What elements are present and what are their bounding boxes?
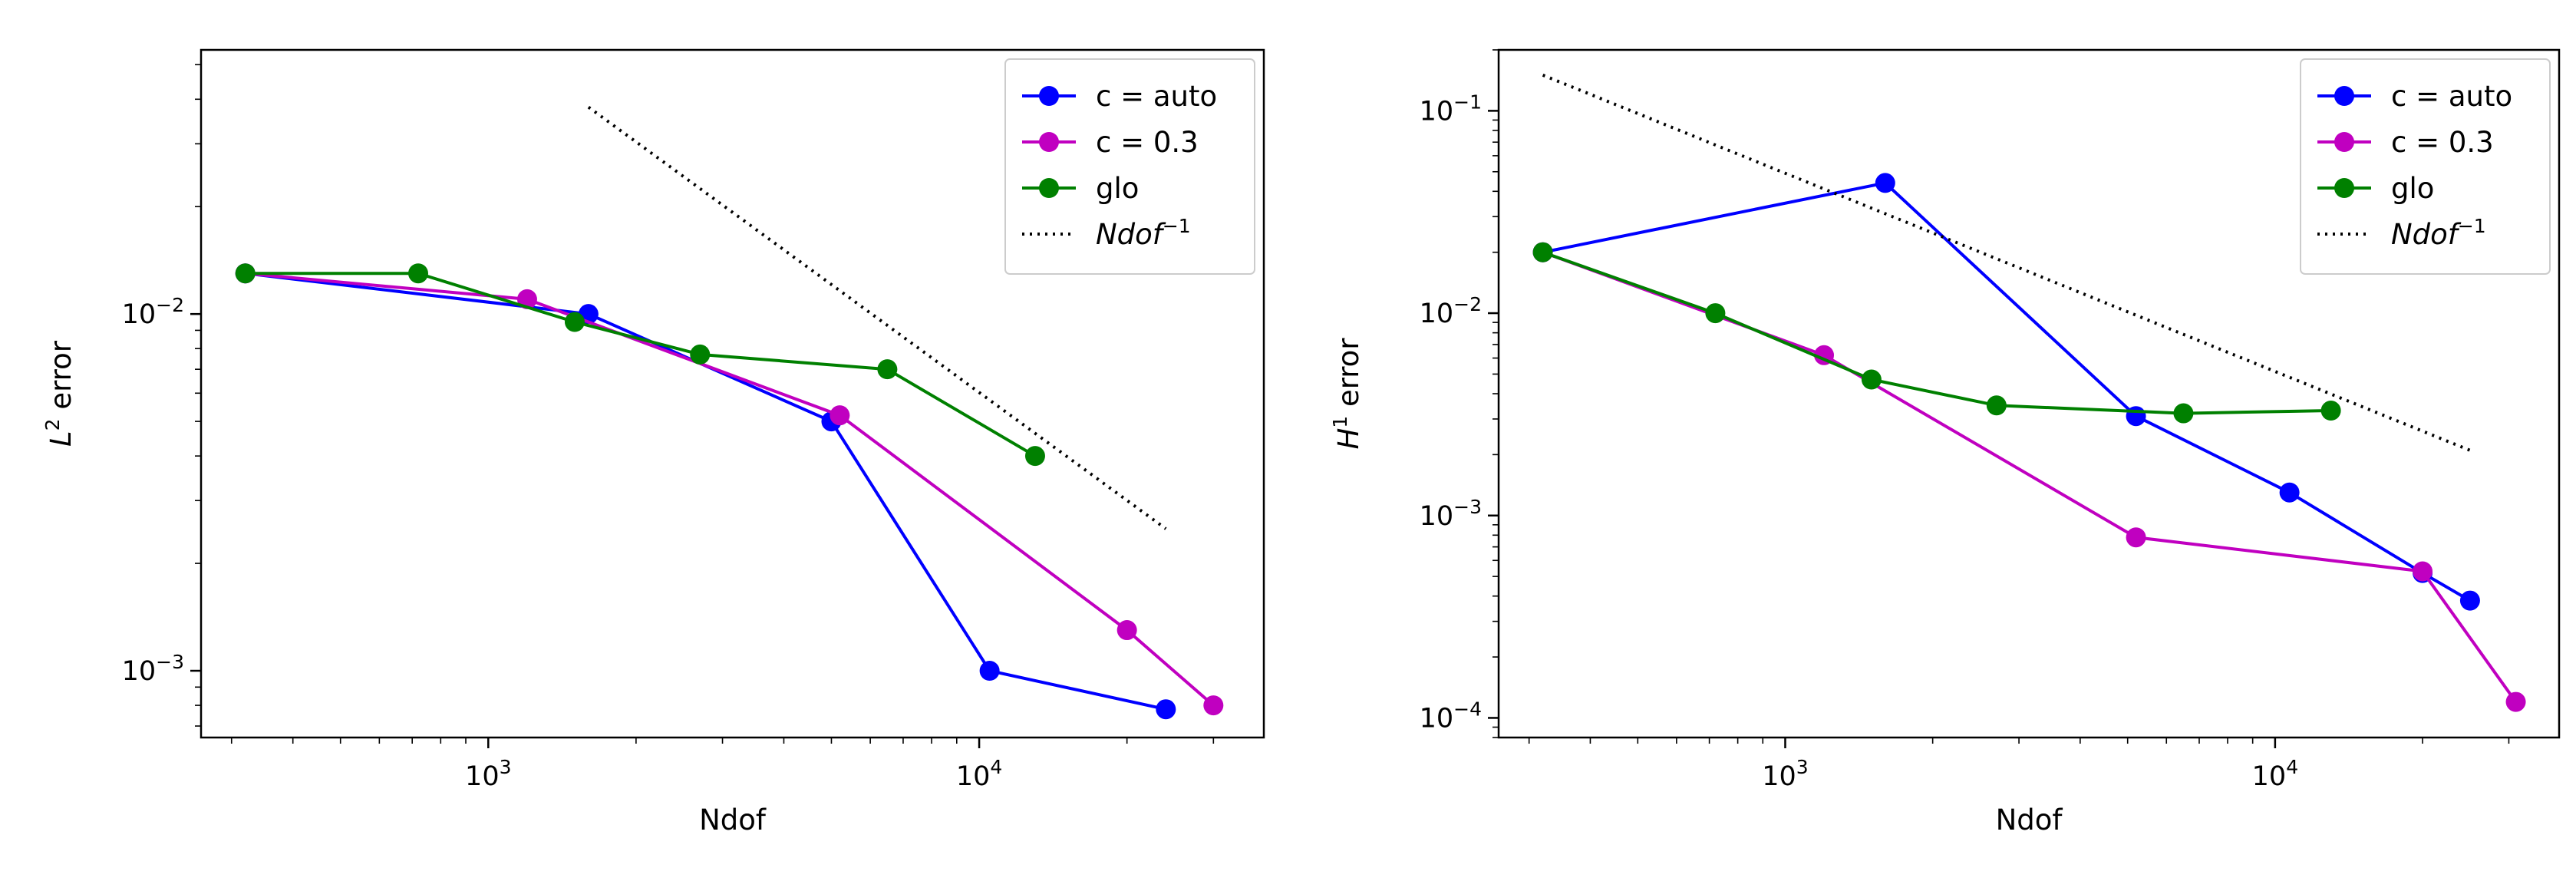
legend-label-glo: glo — [2391, 172, 2434, 205]
legend-label-c-0-3: c = 0.3 — [1096, 126, 1199, 159]
x-tick-label: 103 — [465, 756, 511, 792]
legend-marker-c-0-3 — [1039, 132, 1059, 152]
legend-marker-glo — [2334, 178, 2354, 198]
data-point-glo — [1705, 303, 1726, 324]
x-tick-label: 104 — [956, 756, 1002, 792]
legend-marker-c-auto — [2334, 86, 2354, 106]
legend: c = auto c = 0.3 glo Ndof−1 — [2300, 58, 2551, 275]
plot-area — [235, 105, 1224, 720]
data-point-glo — [235, 263, 256, 284]
legend-label-ndof: Ndof−1 — [1096, 215, 1191, 251]
legend-marker-c-0-3 — [2334, 132, 2354, 152]
y-tick-label: 10−3 — [1420, 496, 1482, 532]
legend-label-ndof: Ndof−1 — [2391, 215, 2486, 251]
y-tick-label: 10−3 — [122, 651, 184, 687]
data-point-c-0-3 — [2413, 561, 2433, 582]
y-axis-label: L2 error — [41, 340, 78, 447]
data-point-glo — [2320, 401, 2341, 421]
series-line-glo — [245, 272, 1037, 457]
data-point-c-auto — [2459, 590, 2480, 611]
legend-marker-glo — [1039, 178, 1059, 198]
data-point-c-auto — [979, 661, 1000, 681]
series-line-c-auto — [245, 272, 1166, 711]
data-point-glo — [1986, 395, 2007, 416]
y-axis-label: H1 error — [1329, 338, 1365, 450]
x-tick-label: 103 — [1762, 756, 1808, 792]
axes-frame — [1497, 48, 2561, 739]
series-line-glo — [1542, 250, 2331, 415]
y-tick-label: 10−2 — [1420, 293, 1482, 329]
right-chart-h1-error: 103 104 10−4 10−3 10−2 10−1 Ndof H1 error c = au… — [1329, 48, 2561, 837]
data-point-glo — [1861, 369, 1882, 390]
y-tick-label: 10−2 — [122, 294, 184, 330]
x-tick-label: 104 — [2252, 756, 2298, 792]
data-point-c-auto — [2126, 406, 2146, 427]
x-axis-label: Ndof — [1996, 804, 2063, 837]
data-point-c-auto — [1156, 699, 1176, 720]
data-point-c-0-3 — [2126, 527, 2146, 548]
data-point-glo — [1532, 242, 1553, 262]
data-point-c-0-3 — [1116, 620, 1137, 641]
data-point-glo — [877, 359, 898, 380]
data-point-c-0-3 — [1203, 695, 1224, 716]
legend-frame — [2300, 58, 2551, 275]
y-tick-label: 10−1 — [1420, 91, 1482, 127]
series-line-c-0-3 — [245, 272, 1215, 707]
data-point-glo — [690, 344, 711, 365]
minor-ticks — [195, 64, 1215, 744]
minor-ticks — [1492, 49, 2510, 744]
data-point-c-auto — [1875, 173, 1895, 193]
legend-label-c-0-3: c = 0.3 — [2391, 126, 2494, 159]
legend: c = auto c = 0.3 glo Ndof−1 — [1004, 58, 1255, 275]
data-point-c-auto — [2279, 482, 2300, 503]
data-point-glo — [2173, 403, 2194, 424]
left-chart-l2-error: 103 104 10−3 10−2 Ndof L2 error c = auto c = 0.… — [41, 48, 1265, 837]
legend-label-glo: glo — [1096, 172, 1139, 205]
axes-frame — [200, 48, 1265, 739]
data-point-glo — [408, 263, 429, 284]
series-line-c-0-3 — [1542, 250, 2518, 703]
y-tick-label: 10−4 — [1420, 698, 1482, 734]
legend-label-c-auto: c = auto — [2391, 80, 2512, 113]
data-point-c-0-3 — [830, 405, 850, 426]
data-point-glo — [564, 312, 585, 332]
plot-area — [1532, 74, 2526, 712]
x-axis-label: Ndof — [699, 804, 767, 837]
data-point-glo — [1024, 446, 1045, 467]
series-line-ndof — [1542, 74, 2471, 452]
legend-frame — [1004, 58, 1255, 275]
legend-marker-c-auto — [1039, 86, 1059, 106]
data-point-c-0-3 — [2505, 691, 2526, 712]
legend-label-c-auto: c = auto — [1096, 80, 1217, 113]
